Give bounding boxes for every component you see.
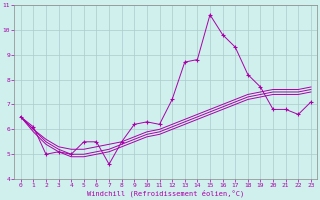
X-axis label: Windchill (Refroidissement éolien,°C): Windchill (Refroidissement éolien,°C): [87, 190, 244, 197]
